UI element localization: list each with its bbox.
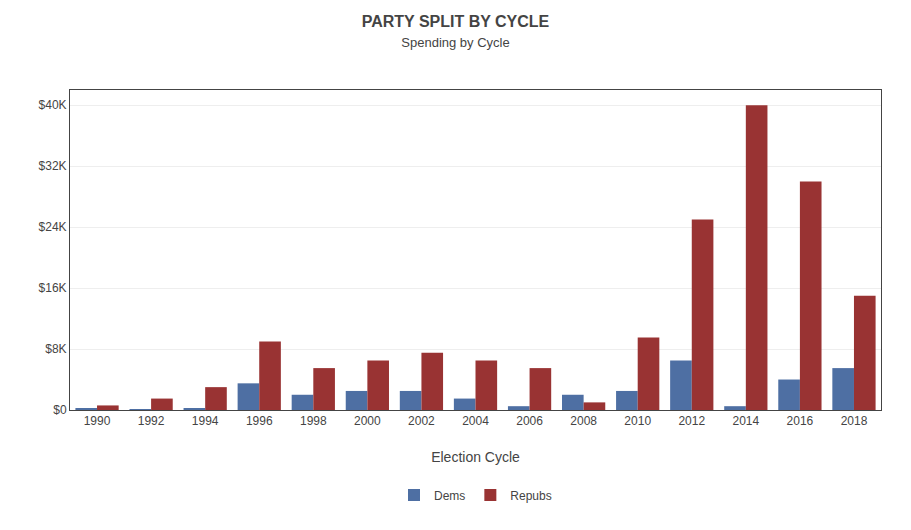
svg-text:1992: 1992 xyxy=(138,414,165,428)
svg-text:1996: 1996 xyxy=(246,414,273,428)
svg-text:Repubs: Repubs xyxy=(510,489,551,503)
svg-text:$24K: $24K xyxy=(39,220,67,234)
svg-text:$8K: $8K xyxy=(45,342,66,356)
svg-text:$0: $0 xyxy=(53,403,67,417)
svg-text:2010: 2010 xyxy=(624,414,651,428)
svg-text:Dems: Dems xyxy=(434,489,465,503)
svg-text:2014: 2014 xyxy=(732,414,759,428)
svg-text:2002: 2002 xyxy=(408,414,435,428)
svg-text:1994: 1994 xyxy=(192,414,219,428)
svg-text:2004: 2004 xyxy=(462,414,489,428)
svg-text:2012: 2012 xyxy=(678,414,705,428)
svg-text:2006: 2006 xyxy=(516,414,543,428)
svg-text:PARTY SPLIT BY CYCLESpending b: PARTY SPLIT BY CYCLESpending by Cycle xyxy=(362,13,550,51)
svg-text:$40K: $40K xyxy=(39,98,67,112)
svg-text:$32K: $32K xyxy=(39,159,67,173)
svg-text:2008: 2008 xyxy=(570,414,597,428)
svg-text:1990: 1990 xyxy=(84,414,111,428)
svg-text:Election Cycle: Election Cycle xyxy=(431,449,520,465)
svg-text:$16K: $16K xyxy=(39,281,67,295)
svg-text:2018: 2018 xyxy=(841,414,868,428)
svg-text:1998: 1998 xyxy=(300,414,327,428)
svg-text:2000: 2000 xyxy=(354,414,381,428)
svg-text:2016: 2016 xyxy=(787,414,814,428)
